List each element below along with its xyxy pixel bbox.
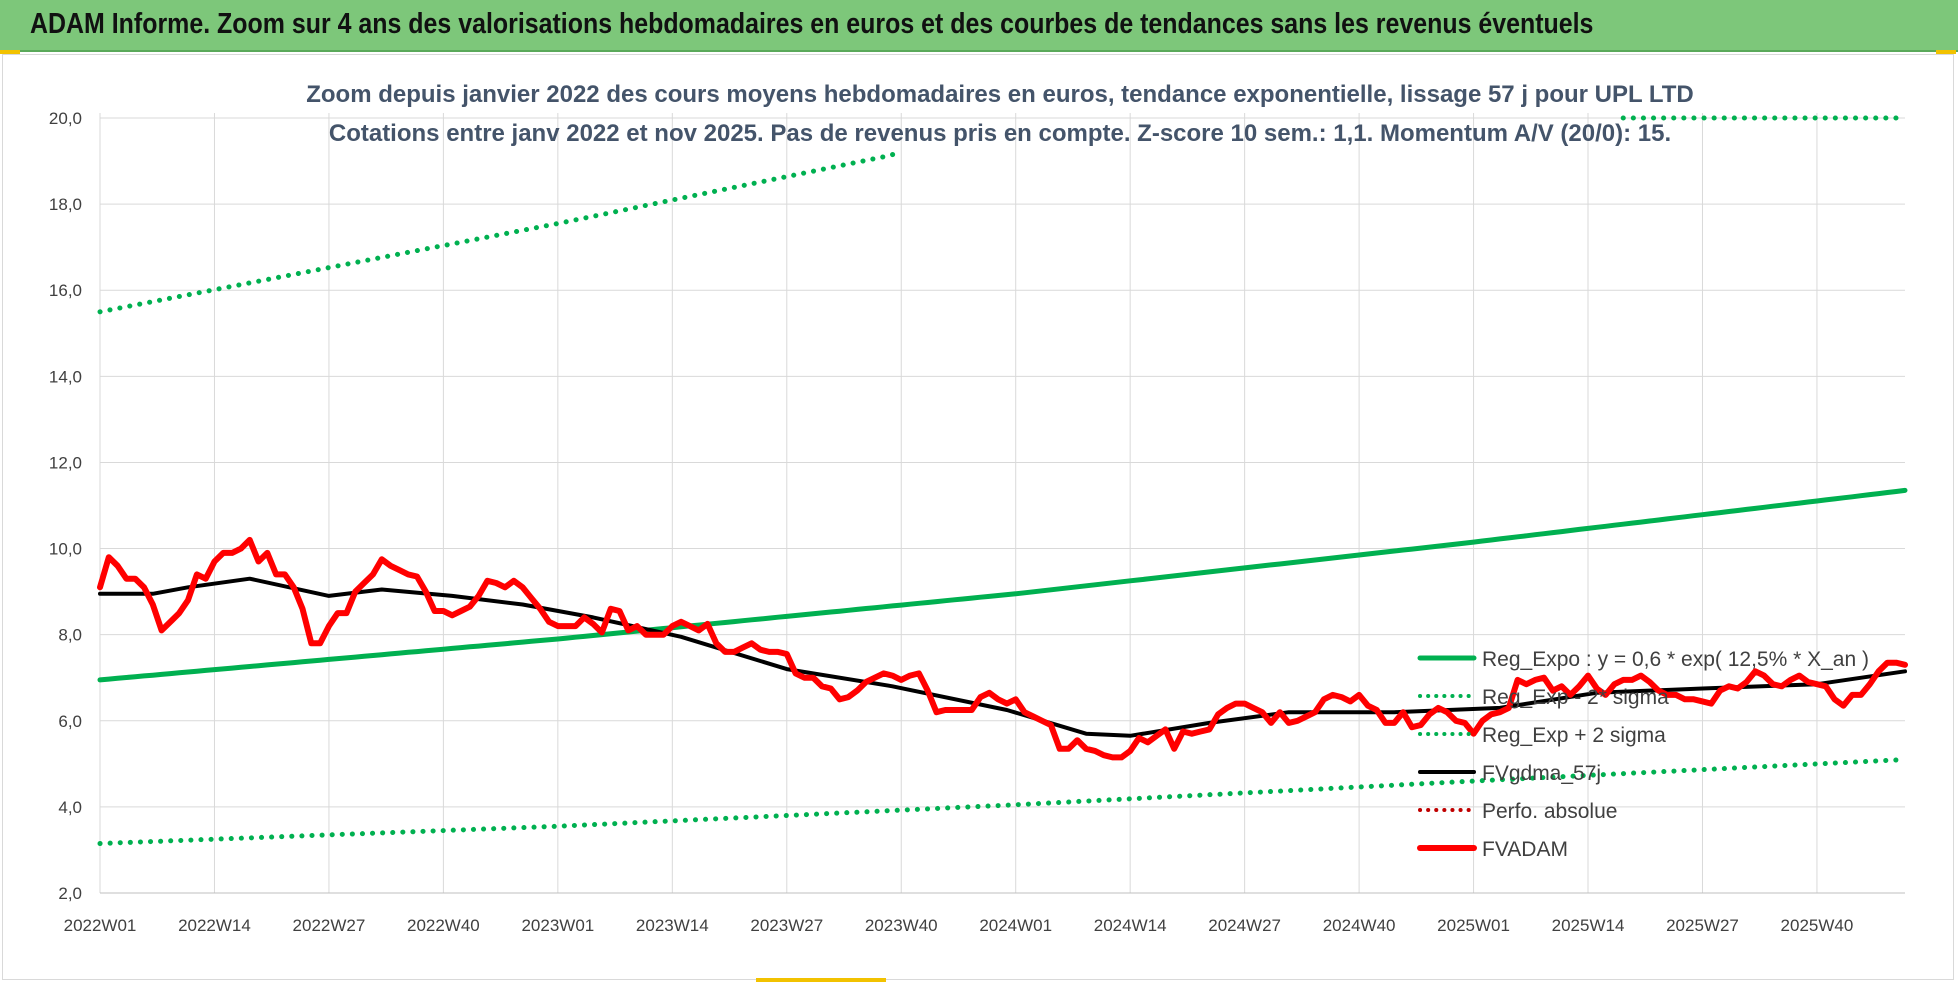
x-tick-label: 2025W27 [1666, 916, 1739, 935]
x-tick-label: 2023W14 [636, 916, 709, 935]
y-tick-label: 18,0 [49, 195, 82, 214]
corner-mark-bottom [756, 978, 886, 982]
chart-title: Zoom depuis janvier 2022 des cours moyen… [306, 81, 1694, 108]
chart-subtitle: Cotations entre janv 2022 et nov 2025. P… [329, 120, 1671, 147]
x-tick-label: 2023W40 [865, 916, 938, 935]
y-tick-label: 10,0 [49, 540, 82, 559]
legend-label: FVADAM [1482, 838, 1568, 861]
corner-mark-left [0, 50, 20, 54]
x-tick-label: 2024W14 [1094, 916, 1167, 935]
x-tick-label: 2022W40 [407, 916, 480, 935]
page-title: ADAM Informe. Zoom sur 4 ans des valoris… [30, 8, 1594, 40]
series-line-reg_expo [97, 487, 1908, 683]
chart-panel [2, 54, 1954, 980]
series-line-reg_exp [97, 149, 904, 315]
series-line-fvadam [97, 536, 1908, 761]
x-tick-label: 2025W40 [1781, 916, 1854, 935]
series-line-reg_exp [97, 757, 1908, 846]
y-tick-label: 4,0 [58, 798, 82, 817]
y-tick-label: 6,0 [58, 712, 82, 731]
x-tick-label: 2024W01 [979, 916, 1052, 935]
x-tick-label: 2023W27 [750, 916, 823, 935]
x-tick-label: 2025W14 [1552, 916, 1625, 935]
x-tick-label: 2022W27 [293, 916, 366, 935]
series-line-fvgdma_57j [98, 576, 1907, 738]
x-tick-label: 2024W27 [1208, 916, 1281, 935]
legend-label: Perfo. absolue [1482, 800, 1617, 823]
legend-label: Reg_Exp + 2 sigma [1482, 724, 1666, 747]
y-tick-label: 2,0 [58, 884, 82, 903]
x-tick-label: 2023W01 [521, 916, 594, 935]
header-bar: ADAM Informe. Zoom sur 4 ans des valoris… [0, 0, 1958, 52]
y-tick-label: 14,0 [49, 367, 82, 386]
legend-label: FVgdma_57j [1482, 762, 1601, 785]
y-tick-label: 12,0 [49, 453, 82, 472]
y-tick-label: 20,0 [49, 109, 82, 128]
corner-mark-right [1936, 50, 1956, 54]
legend-label: Reg_Expo : y = 0,6 * exp( 12,5% * X_an ) [1482, 648, 1869, 671]
x-tick-label: 2025W01 [1437, 916, 1510, 935]
x-tick-label: 2022W14 [178, 916, 251, 935]
legend-label: Reg_Exp - 2* sigma [1482, 686, 1669, 709]
x-tick-label: 2022W01 [64, 916, 137, 935]
y-tick-label: 16,0 [49, 281, 82, 300]
y-tick-label: 8,0 [58, 626, 82, 645]
x-tick-label: 2024W40 [1323, 916, 1396, 935]
